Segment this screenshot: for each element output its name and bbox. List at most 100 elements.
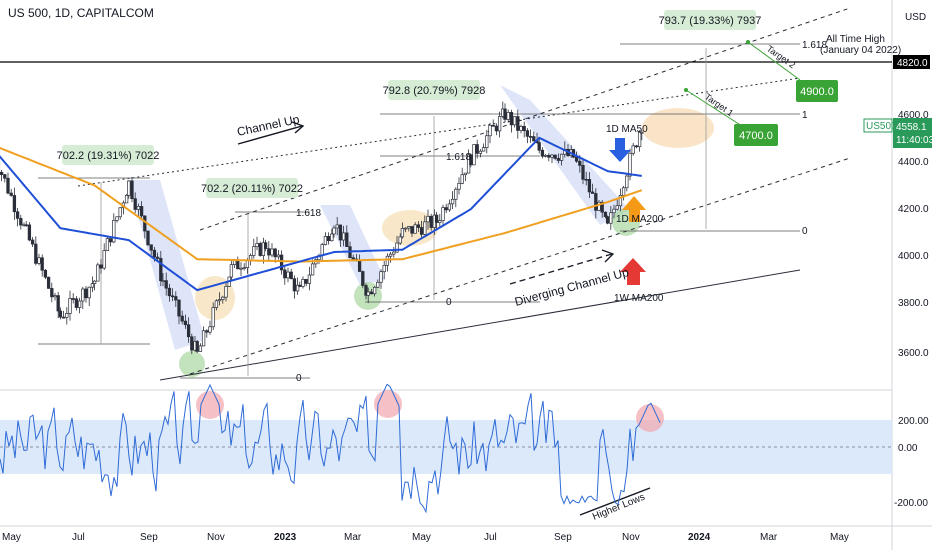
ma200-line bbox=[0, 147, 643, 263]
highlight-zones bbox=[128, 85, 714, 432]
channel-up-arrow-line bbox=[237, 125, 303, 145]
time-label-may-3: May bbox=[830, 532, 849, 543]
candle-up bbox=[330, 233, 334, 242]
candle-up bbox=[413, 224, 417, 234]
candle-down bbox=[155, 256, 160, 259]
candle-up bbox=[214, 300, 219, 308]
candle-down bbox=[594, 193, 598, 211]
candle-up bbox=[68, 298, 72, 314]
candle-down bbox=[130, 180, 134, 200]
diverging-arrow-line bbox=[509, 253, 613, 285]
candle-down bbox=[108, 238, 113, 243]
candle-up bbox=[221, 296, 225, 300]
candle-down bbox=[50, 288, 54, 298]
osc-tick-200: 200.00 bbox=[898, 416, 929, 427]
candle-up bbox=[261, 242, 266, 256]
candle-down bbox=[525, 130, 530, 137]
candle-down bbox=[283, 269, 287, 279]
candle-down bbox=[27, 224, 32, 241]
candle-up bbox=[96, 264, 100, 282]
candle-up bbox=[497, 116, 502, 132]
candle-down bbox=[279, 254, 284, 271]
candle-up bbox=[286, 271, 290, 279]
candle-down bbox=[58, 310, 63, 318]
candle-down bbox=[509, 112, 514, 126]
time-label-jul: Jul bbox=[72, 532, 85, 543]
candle-up bbox=[407, 226, 411, 229]
time-label-mar-2: Mar bbox=[760, 532, 778, 543]
candle-up bbox=[323, 236, 328, 245]
candle-down bbox=[605, 216, 610, 224]
price-tick-3800: 3800.0 bbox=[898, 298, 929, 309]
candle-down bbox=[528, 136, 533, 138]
candle-down bbox=[170, 295, 175, 298]
candle-up bbox=[506, 112, 510, 120]
candle-down bbox=[289, 271, 293, 280]
candle-down bbox=[180, 315, 184, 322]
box4-label: 793.7 (19.33%) 7937 bbox=[659, 15, 762, 27]
candle-down bbox=[532, 136, 536, 142]
candle-up bbox=[77, 300, 82, 308]
candle-down bbox=[603, 211, 608, 218]
symbol-tag-bg bbox=[863, 118, 893, 133]
candle-up bbox=[255, 243, 259, 248]
candle-down bbox=[429, 215, 433, 228]
fib-1618-a-label: 1.618 bbox=[296, 208, 321, 219]
price-tick-4600: 4600.0 bbox=[898, 110, 929, 121]
candle-down bbox=[574, 156, 579, 162]
candle-up bbox=[519, 126, 523, 131]
candle-down bbox=[19, 218, 23, 226]
candle-up bbox=[124, 195, 129, 204]
box3-label: 792.8 (20.79%) 7928 bbox=[383, 85, 486, 97]
candle-up bbox=[454, 188, 458, 200]
candle-down bbox=[12, 195, 17, 213]
candle-up bbox=[229, 264, 234, 278]
projection-zone bbox=[642, 108, 714, 148]
candle-up bbox=[403, 227, 408, 230]
candle-up bbox=[239, 267, 243, 270]
candle-up bbox=[198, 345, 203, 352]
candle-down bbox=[516, 116, 520, 131]
candle-down bbox=[84, 288, 88, 299]
w-ma200-label: 1W MA200 bbox=[614, 293, 664, 304]
candle-down bbox=[326, 236, 331, 242]
candle-up bbox=[447, 203, 452, 211]
candle-up bbox=[485, 135, 489, 148]
candle-down bbox=[56, 295, 60, 312]
ath-price: 4820.0 bbox=[897, 58, 928, 69]
candle-up bbox=[295, 284, 300, 292]
candle-up bbox=[276, 254, 281, 258]
candle-down bbox=[357, 260, 362, 272]
candle-up bbox=[310, 263, 315, 276]
trendlines bbox=[0, 7, 892, 516]
candle-down bbox=[149, 244, 153, 251]
candle-down bbox=[159, 258, 163, 281]
candle-down bbox=[0, 171, 4, 175]
candle-down bbox=[133, 198, 137, 210]
target-box-4900: 4900.0 bbox=[800, 86, 834, 98]
candle-down bbox=[34, 243, 38, 264]
candle-up bbox=[597, 201, 601, 211]
price-axis[interactable]: USD 4600.0 4400.0 4200.0 4000.0 3800.0 3… bbox=[863, 12, 932, 359]
fib-1-label: 1 bbox=[802, 110, 808, 121]
price-tick-4400: 4400.0 bbox=[898, 157, 929, 168]
oscillator-axis: 200.00 0.00 -200.00 bbox=[894, 416, 929, 509]
candle-up bbox=[161, 280, 165, 282]
channel-up-bottom-line bbox=[159, 269, 801, 381]
arrows bbox=[237, 121, 646, 285]
candle-down bbox=[444, 207, 448, 211]
candle-down bbox=[578, 160, 582, 166]
osc-tick-0: 0.00 bbox=[898, 443, 918, 454]
time-label-2024: 2024 bbox=[688, 532, 711, 543]
diverging-arrowhead bbox=[601, 249, 615, 263]
candle-up bbox=[382, 264, 386, 273]
candle-up bbox=[631, 145, 635, 154]
box1-bg bbox=[62, 145, 154, 165]
candle-down bbox=[186, 324, 191, 338]
candle-down bbox=[292, 278, 297, 292]
time-axis[interactable]: May Jul Sep Nov 2023 Mar May Jul Sep Nov… bbox=[2, 532, 849, 543]
ma50-label: 1D MA50 bbox=[606, 124, 648, 135]
time-label-may-2: May bbox=[412, 532, 431, 543]
candle-up bbox=[201, 330, 206, 347]
